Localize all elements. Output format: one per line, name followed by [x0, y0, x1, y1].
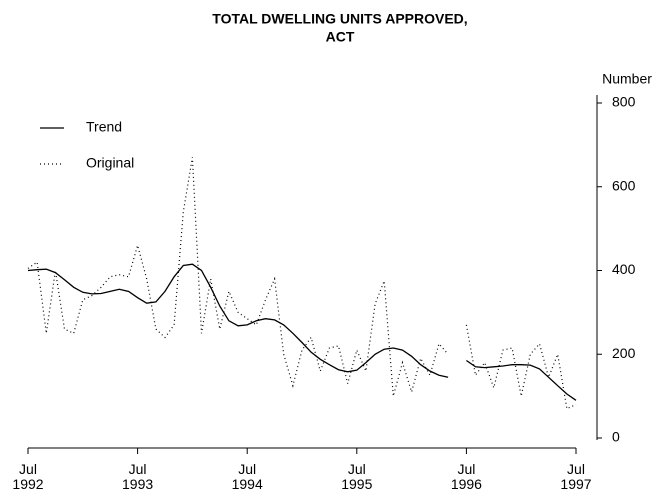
chart-subtitle: ACT — [326, 29, 355, 45]
x-tick-label: Jul 1994 — [232, 461, 263, 492]
series-line — [27, 263, 577, 401]
x-tick-label: Jul 1995 — [341, 461, 372, 492]
y-tick-label: 400 — [612, 261, 636, 277]
x-tick-label: Jul 1996 — [451, 461, 482, 492]
legend-label: Original — [86, 155, 134, 171]
x-tick-label: Jul 1993 — [122, 461, 153, 492]
y-tick-label: 800 — [612, 94, 636, 110]
series-line — [27, 157, 577, 410]
x-tick-label: Jul 1997 — [560, 461, 591, 492]
y-tick-label: 200 — [612, 345, 636, 361]
legend-label: Trend — [86, 119, 122, 135]
y-tick-label: 0 — [612, 429, 620, 445]
y-tick-label: 600 — [612, 177, 636, 193]
x-tick-label: Jul 1992 — [12, 461, 43, 492]
chart-title: TOTAL DWELLING UNITS APPROVED, — [212, 11, 467, 27]
y-axis-label: Number — [602, 71, 652, 87]
